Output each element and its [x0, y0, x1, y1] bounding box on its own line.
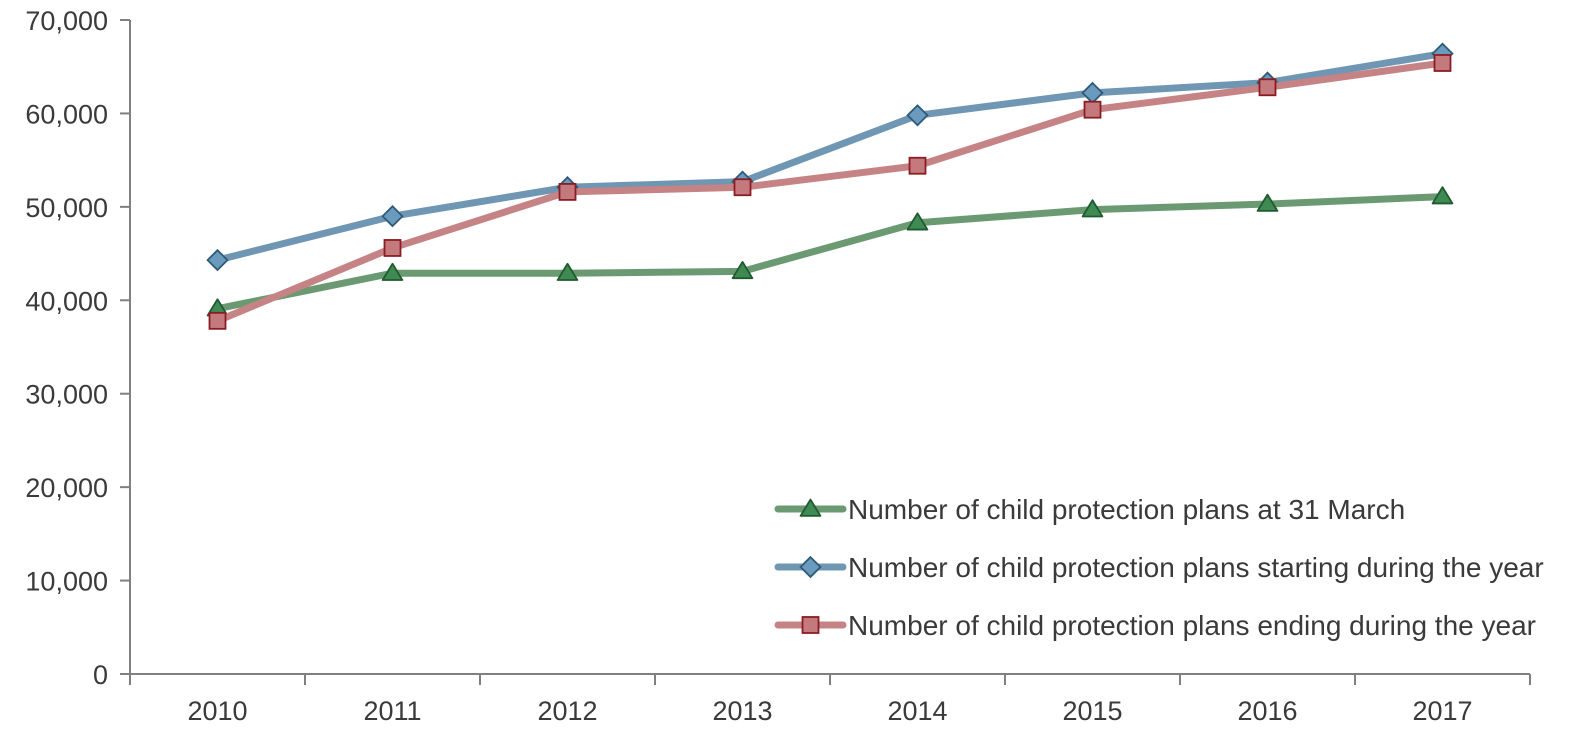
- triangle-marker: [906, 212, 929, 231]
- triangle-marker: [1081, 199, 1104, 218]
- square-marker: [558, 183, 577, 201]
- series-line: [214, 193, 1446, 313]
- y-tick-label: 10,000: [25, 567, 108, 597]
- series-2: [206, 42, 1454, 272]
- square-marker: [383, 239, 402, 257]
- series-line: [214, 59, 1446, 325]
- y-tick-label: 70,000: [25, 6, 108, 36]
- triangle-marker: [381, 262, 404, 281]
- triangle-marker: [1431, 186, 1454, 205]
- triangle-marker: [731, 260, 754, 280]
- square-marker: [1083, 100, 1102, 119]
- x-tick-label: 2013: [712, 696, 772, 726]
- series-group: [206, 42, 1454, 330]
- x-tick-label: 2012: [537, 696, 597, 726]
- square-marker: [908, 156, 927, 175]
- triangle-marker: [556, 262, 579, 281]
- y-tick-label: 40,000: [25, 286, 108, 316]
- legend-label: Number of child protection plans at 31 M…: [848, 494, 1405, 525]
- y-tick-label: 20,000: [25, 473, 108, 503]
- x-tick-label: 2017: [1412, 696, 1472, 726]
- legend-diamond-marker: [799, 555, 822, 579]
- legend-triangle-marker: [799, 498, 822, 517]
- square-marker: [1433, 54, 1452, 72]
- legend-item-1: Number of child protection plans at 31 M…: [774, 494, 1405, 525]
- x-tick-label: 2016: [1237, 696, 1297, 726]
- legend-item-2: Number of child protection plans startin…: [774, 552, 1544, 583]
- legend: Number of child protection plans at 31 M…: [774, 494, 1544, 641]
- diamond-marker: [906, 104, 929, 127]
- series-3: [208, 54, 1452, 330]
- x-tick-label: 2010: [187, 696, 247, 726]
- x-tick-label: 2014: [887, 696, 947, 726]
- square-marker: [1258, 78, 1277, 97]
- triangle-marker: [1256, 193, 1279, 212]
- diamond-marker: [206, 248, 229, 272]
- y-tick-label: 60,000: [25, 99, 108, 129]
- y-tick-label: 50,000: [25, 193, 108, 223]
- square-marker: [208, 311, 227, 330]
- legend-label: Number of child protection plans ending …: [848, 610, 1536, 641]
- axes: 0 10,000 20,000 30,000 40,000 50,000 60,000 70,…: [25, 6, 1531, 726]
- square-marker: [733, 178, 752, 197]
- x-tick-label: 2015: [1062, 696, 1122, 726]
- series-line: [214, 50, 1446, 264]
- legend-item-3: Number of child protection plans ending …: [774, 610, 1536, 641]
- x-tick-label: 2011: [363, 696, 421, 726]
- y-tick-label: 30,000: [25, 380, 108, 410]
- diamond-marker: [1081, 81, 1104, 105]
- legend-square-marker: [801, 616, 820, 634]
- diamond-marker: [381, 205, 404, 228]
- y-tick-label: 0: [93, 660, 108, 690]
- legend-label: Number of child protection plans startin…: [848, 552, 1544, 583]
